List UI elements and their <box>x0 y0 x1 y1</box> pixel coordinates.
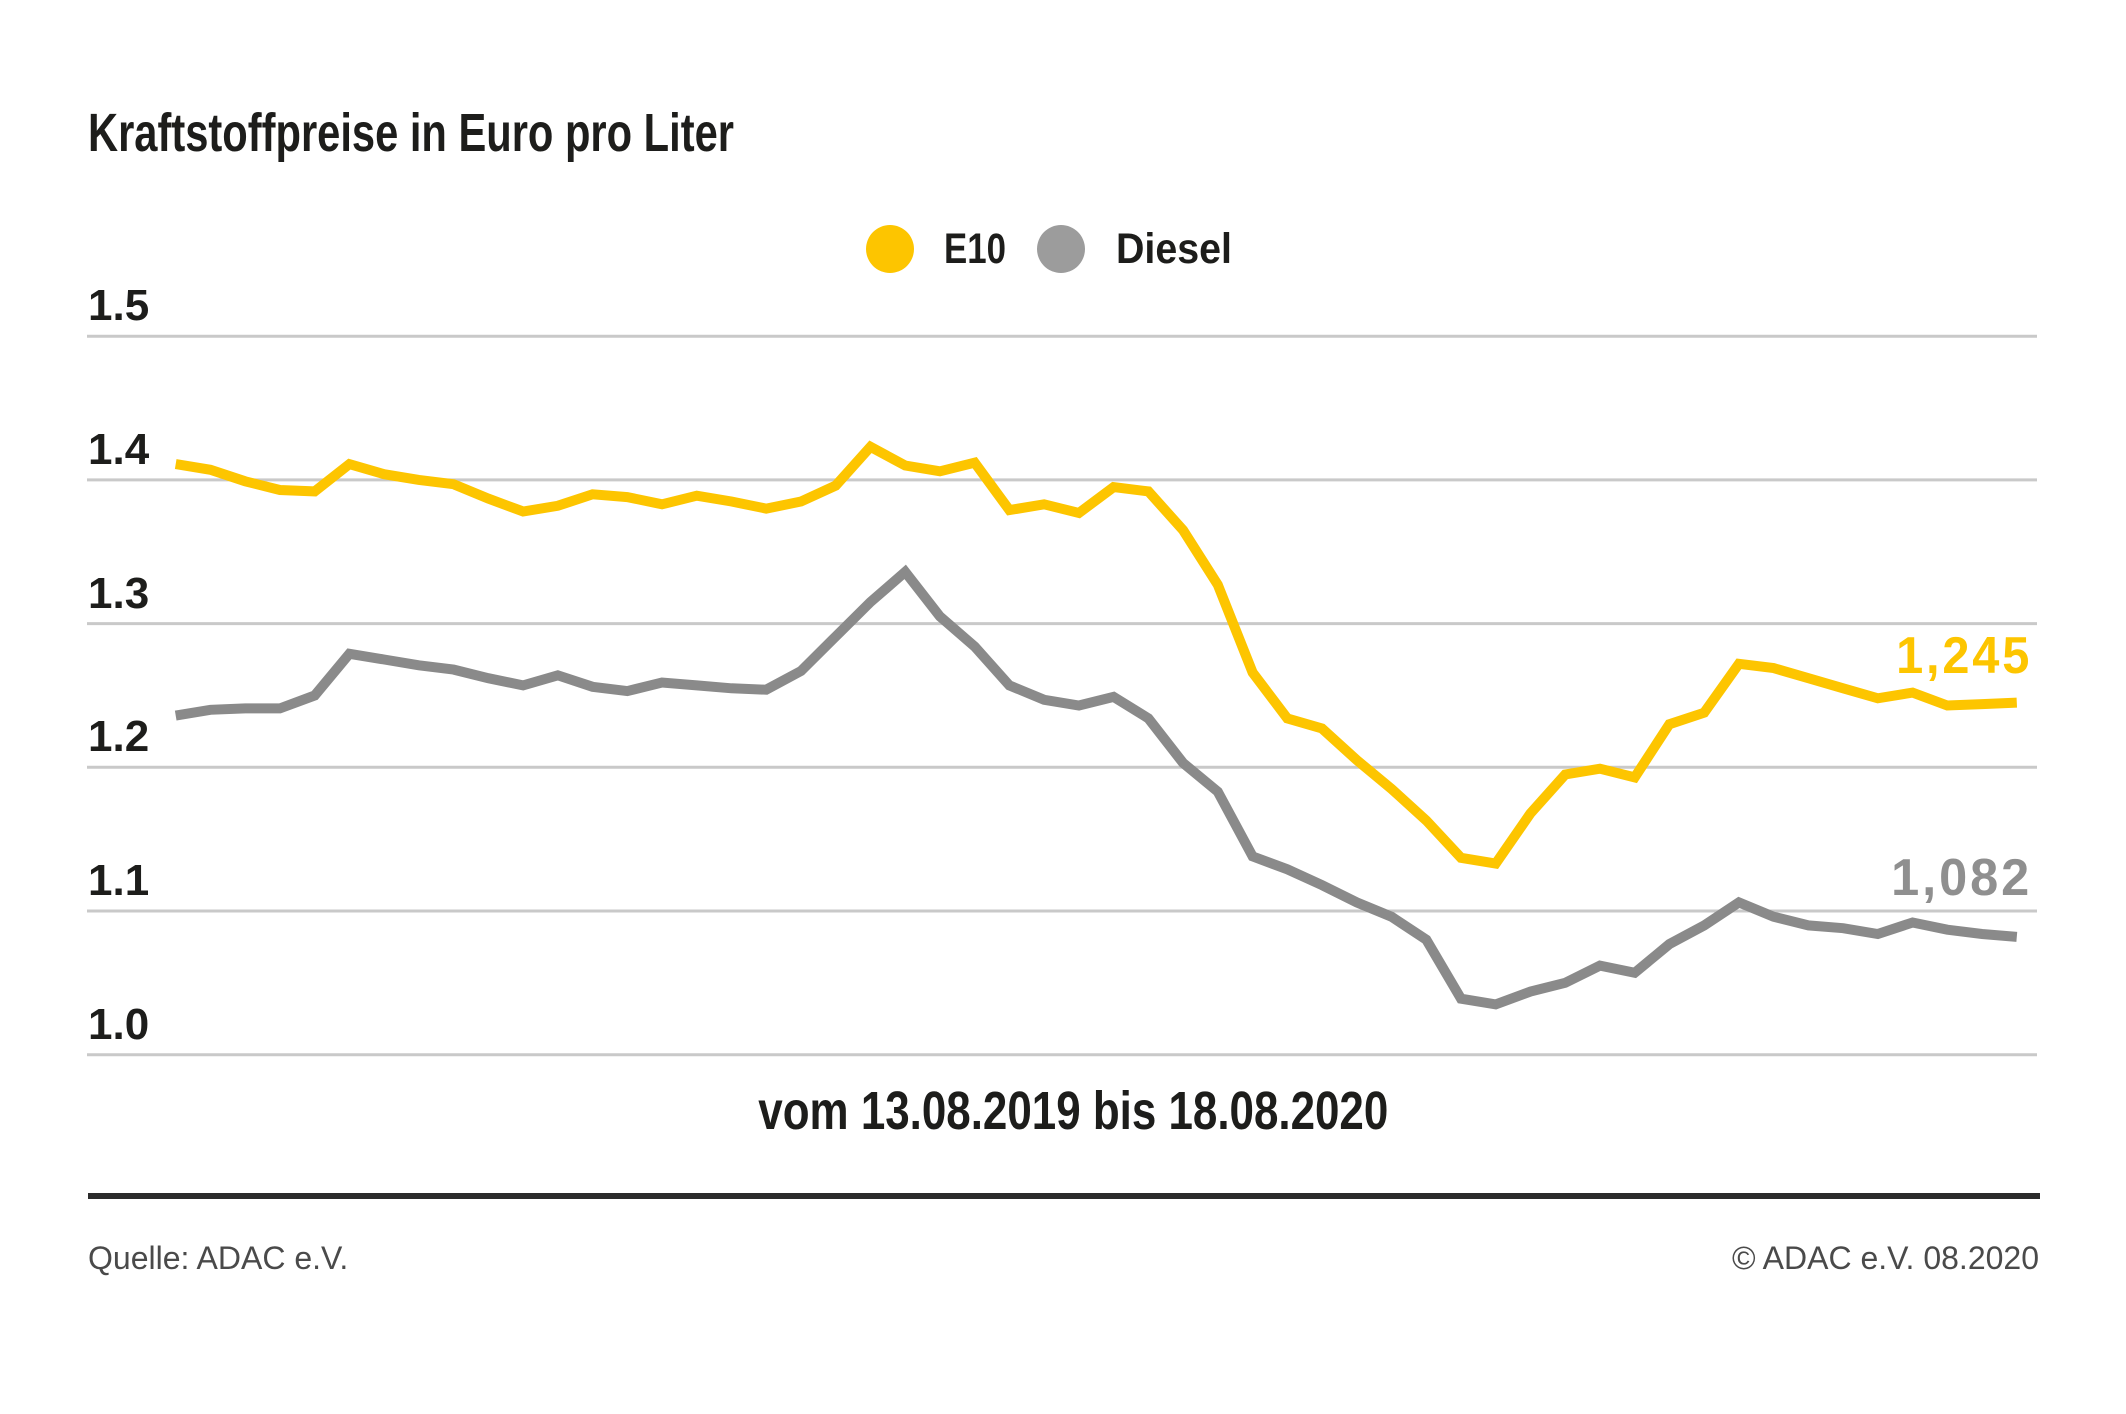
legend-dot-diesel-icon <box>1036 225 1085 273</box>
legend-dot-e10-icon <box>866 225 914 273</box>
series-line-e10 <box>174 440 2018 870</box>
series-line-diesel <box>174 564 2018 1010</box>
value-label-e10: 1,245 <box>1896 627 2032 685</box>
footer-source-text: Quelle: ADAC e.V. <box>88 1240 349 1276</box>
y-tick-label-1.0: 1.0 <box>88 999 150 1049</box>
legend-label-diesel: Diesel <box>1115 225 1232 273</box>
y-tick-label-1.5: 1.5 <box>88 281 150 331</box>
footer-divider-rule <box>88 1193 2040 1199</box>
legend-label-e10: E10 <box>944 225 1007 273</box>
footer-copyright-text: © ADAC e.V. 08.2020 <box>1731 1240 2039 1276</box>
chart-legend: E10 Diesel <box>866 225 1242 273</box>
chart-title: Kraftstoffpreise in Euro pro Liter <box>88 103 734 163</box>
series-layer <box>174 440 2018 1010</box>
gridlines-layer <box>87 334 2037 1057</box>
y-tick-label-1.2: 1.2 <box>88 712 150 762</box>
value-label-diesel: 1,082 <box>1890 849 2032 907</box>
y-tick-label-1.1: 1.1 <box>88 856 150 905</box>
x-axis-caption: vom 13.08.2019 bis 18.08.2020 <box>20 1084 2126 1138</box>
x-axis-caption-text: vom 13.08.2019 bis 18.08.2020 <box>758 1081 1388 1141</box>
y-tick-label-1.4: 1.4 <box>88 424 150 474</box>
y-tick-label-1.3: 1.3 <box>88 568 150 618</box>
